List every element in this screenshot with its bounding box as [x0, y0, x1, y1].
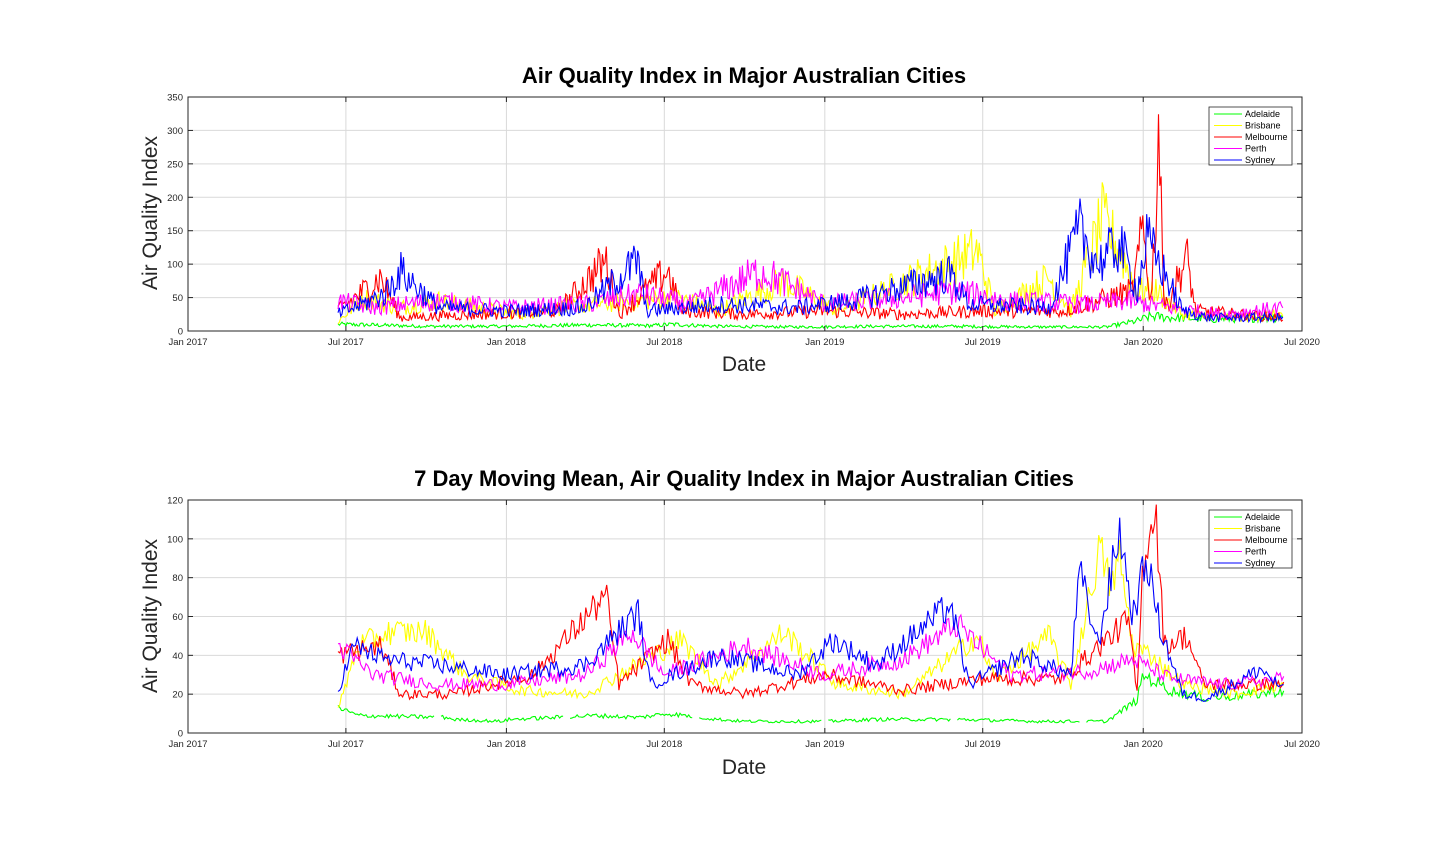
- y-tick-label: 40: [172, 651, 183, 662]
- legend-label: Perth: [1245, 547, 1267, 557]
- series-line-adelaide: [337, 671, 1285, 724]
- chart-title: Air Quality Index in Major Australian Ci…: [522, 63, 966, 88]
- legend-label: Melbourne: [1245, 132, 1288, 142]
- y-tick-label: 80: [172, 573, 183, 584]
- y-tick-label: 350: [167, 93, 183, 104]
- x-tick-label: Jul 2020: [1284, 739, 1320, 750]
- y-tick-label: 60: [172, 612, 183, 623]
- y-tick-label: 250: [167, 159, 183, 170]
- y-tick-label: 300: [167, 126, 183, 137]
- x-axis-label: Date: [722, 353, 766, 376]
- series-lines: [337, 504, 1285, 724]
- grid: [187, 499, 1303, 734]
- y-tick-label: 100: [167, 534, 183, 545]
- ticks: Jan 2017 Jul 2017 Jan 2018 Jul 2018 Jan 2019…: [167, 93, 1320, 349]
- axes-frame: [187, 96, 1303, 332]
- x-tick-label: Jul 2018: [646, 739, 682, 750]
- x-tick-label: Jan 2018: [487, 739, 526, 750]
- y-tick-label: 0: [178, 729, 183, 740]
- plot-area: Jan 2017 Jul 2017 Jan 2018 Jul 2018 Jan 2019…: [167, 496, 1320, 751]
- series-line-adelaide: [337, 310, 1284, 330]
- series-line-sydney: [337, 198, 1284, 324]
- y-tick-label: 120: [167, 496, 183, 507]
- legend-label: Adelaide: [1245, 109, 1280, 119]
- series-lines: [337, 114, 1284, 330]
- x-tick-label: Jul 2019: [965, 739, 1001, 750]
- legend-label: Sydney: [1245, 558, 1276, 568]
- x-tick-label: Jan 2019: [805, 739, 844, 750]
- series-line-sydney: [337, 517, 1284, 702]
- x-tick-label: Jan 2017: [168, 739, 207, 750]
- ticks: Jan 2017 Jul 2017 Jan 2018 Jul 2018 Jan 2019…: [167, 496, 1320, 751]
- legend-box: [1208, 106, 1293, 166]
- chart-aqi: Air Quality Index in Major Australian Ci…: [139, 63, 1320, 376]
- x-tick-label: Jan 2018: [487, 337, 526, 348]
- series-line-perth: [337, 613, 1285, 692]
- chart-moving-mean: 7 Day Moving Mean, Air Quality Index in …: [139, 466, 1320, 779]
- y-tick-label: 20: [172, 690, 183, 701]
- series-line-perth: [337, 259, 1284, 320]
- y-tick-label: 50: [172, 293, 183, 304]
- y-axis-label: Air Quality Index: [139, 538, 162, 693]
- x-tick-label: Jan 2019: [805, 337, 844, 348]
- x-tick-label: Jan 2020: [1124, 337, 1163, 348]
- y-axis-label: Air Quality Index: [139, 135, 162, 290]
- chart-title: 7 Day Moving Mean, Air Quality Index in …: [414, 466, 1074, 491]
- legend-box: [1208, 509, 1293, 569]
- y-tick-label: 200: [167, 193, 183, 204]
- series-line-brisbane: [337, 534, 1285, 708]
- legend-label: Perth: [1245, 144, 1267, 154]
- x-tick-label: Jul 2020: [1284, 337, 1320, 348]
- y-tick-label: 0: [178, 327, 183, 338]
- y-tick-label: 150: [167, 226, 183, 237]
- y-tick-label: 100: [167, 260, 183, 271]
- legend-label: Brisbane: [1245, 121, 1281, 131]
- legend-label: Adelaide: [1245, 512, 1280, 522]
- legend-label: Melbourne: [1245, 535, 1288, 545]
- x-tick-label: Jan 2020: [1124, 739, 1163, 750]
- legend-label: Sydney: [1245, 155, 1276, 165]
- x-tick-label: Jul 2017: [328, 739, 364, 750]
- series-line-melbourne: [337, 504, 1285, 701]
- x-axis-label: Date: [722, 756, 766, 779]
- plot-area: Jan 2017 Jul 2017 Jan 2018 Jul 2018 Jan 2019…: [167, 93, 1320, 349]
- x-tick-label: Jul 2019: [965, 337, 1001, 348]
- x-tick-label: Jan 2017: [168, 337, 207, 348]
- legend-label: Brisbane: [1245, 524, 1281, 534]
- x-tick-label: Jul 2018: [646, 337, 682, 348]
- x-tick-label: Jul 2017: [328, 337, 364, 348]
